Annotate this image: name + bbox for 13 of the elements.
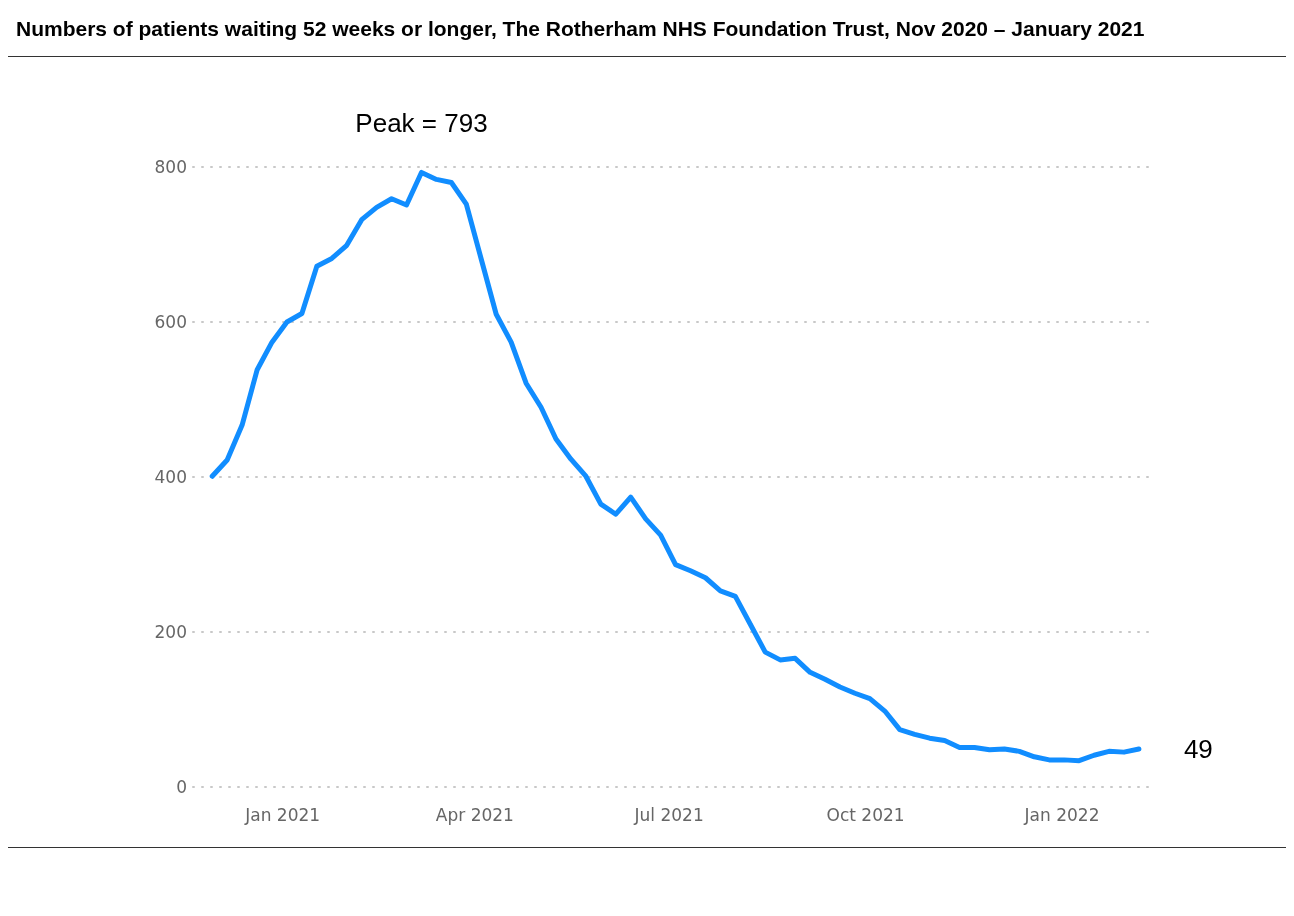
- annotation: 49: [1183, 734, 1213, 765]
- y-tick-label: 400: [154, 466, 187, 487]
- x-tick-label: Jul 2021: [633, 805, 704, 825]
- annotation: Peak = 793: [355, 108, 488, 139]
- y-tick-label: 200: [154, 621, 187, 642]
- chart-title: Numbers of patients waiting 52 weeks or longer, The Rotherham NHS Foundation Trust, Nov 2020 – January 2021: [16, 16, 1146, 42]
- x-tick-label: Oct 2021: [826, 805, 905, 825]
- y-tick-label: 600: [154, 311, 187, 332]
- x-tick-label: Jan 2022: [1023, 805, 1100, 825]
- y-tick-label: 800: [154, 156, 187, 177]
- y-tick-label: 0: [176, 776, 187, 797]
- x-tick-label: Apr 2021: [435, 805, 514, 825]
- x-tick-label: Jan 2021: [244, 805, 321, 825]
